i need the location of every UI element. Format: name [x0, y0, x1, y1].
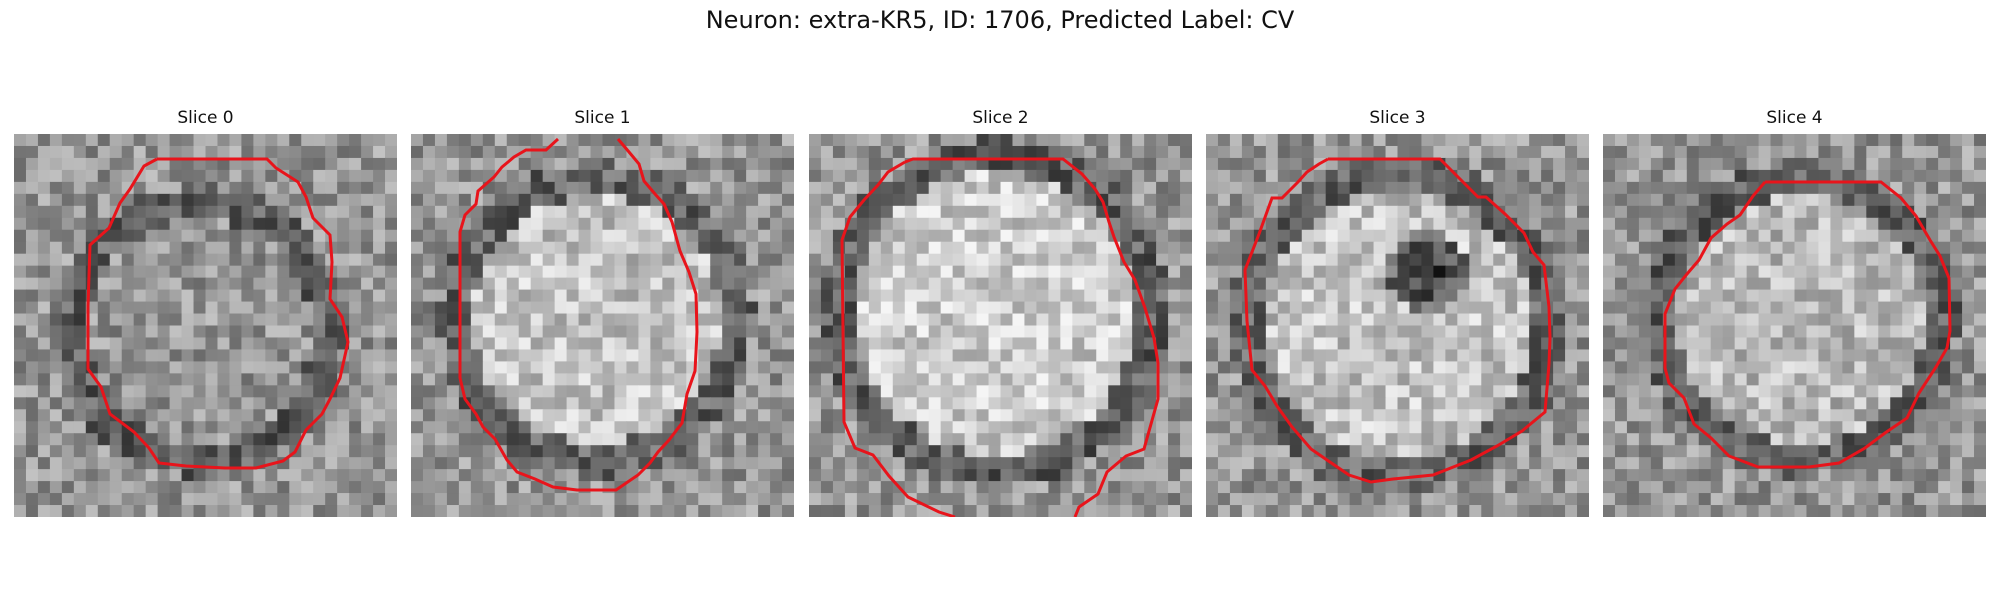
slice-3-contour — [1243, 157, 1552, 484]
slice-1-title: Slice 1 — [574, 108, 631, 128]
slice-1-contour — [458, 137, 699, 492]
slice-3-pixels — [1206, 134, 1589, 517]
slice-0-image — [14, 134, 397, 517]
slice-1-pixels — [411, 134, 794, 517]
slice-2-contour — [904, 157, 1160, 517]
slice-0-pixels — [14, 134, 397, 517]
slice-4-image — [1603, 134, 1986, 517]
slice-1-image — [411, 134, 794, 517]
slice-0-contour — [86, 157, 350, 470]
slice-3-image — [1206, 134, 1589, 517]
slice-2-contour-left — [840, 160, 956, 517]
figure-title: Neuron: extra-KR5, ID: 1706, Predicted L… — [705, 6, 1295, 34]
slice-4-title: Slice 4 — [1766, 108, 1823, 128]
slice-3-title: Slice 3 — [1369, 108, 1426, 128]
slice-4-pixels — [1603, 134, 1986, 517]
slice-4-contour — [1663, 180, 1952, 469]
slice-0-title: Slice 0 — [177, 108, 234, 128]
slice-2-title: Slice 2 — [972, 108, 1029, 128]
slice-2-image — [809, 134, 1192, 517]
slice-2-pixels — [809, 134, 1192, 517]
